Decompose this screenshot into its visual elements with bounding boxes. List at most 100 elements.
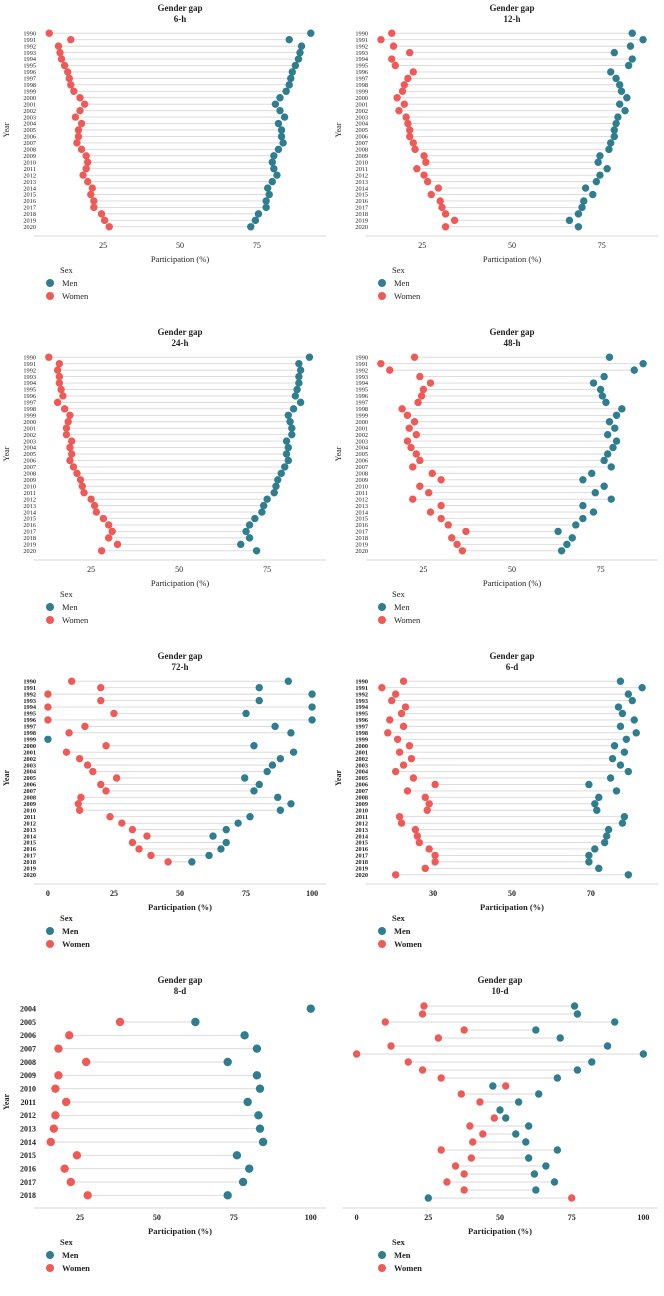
dot-men	[274, 145, 283, 154]
dot-men	[288, 68, 297, 76]
year-label: 2016	[355, 198, 368, 205]
dot-women	[453, 540, 461, 549]
year-label: 2007	[20, 1044, 36, 1053]
year-label: 2000	[23, 95, 36, 102]
legend-title: Sex	[60, 589, 73, 599]
dot-men	[612, 437, 621, 445]
dot-women	[409, 68, 417, 76]
year-label: 1992	[355, 367, 368, 374]
dot-men	[612, 119, 620, 128]
year-label: 2011	[356, 490, 368, 497]
year-label: 1995	[23, 63, 36, 70]
x-tick-label: 70	[587, 889, 595, 898]
dot-men	[608, 754, 617, 763]
chart-title: Gender gap	[157, 3, 202, 13]
legend-women-label: Women	[62, 615, 89, 625]
dot-men	[618, 709, 627, 718]
dot-men	[624, 61, 633, 70]
legend-item-men: Men	[46, 926, 90, 936]
dot-women	[65, 1031, 74, 1040]
year-label: 2007	[355, 140, 368, 147]
dot-women	[61, 1097, 71, 1107]
dot-men	[524, 1154, 533, 1162]
dot-women	[90, 203, 98, 212]
dot-women	[448, 534, 456, 542]
y-axis-label: Year	[334, 446, 343, 461]
year-label: 1990	[23, 30, 36, 37]
dot-women	[56, 48, 64, 57]
dot-men	[263, 184, 272, 192]
legend-men-label: Men	[62, 601, 78, 612]
dot-women	[399, 761, 408, 769]
year-label: 2012	[355, 172, 368, 179]
dot-men	[296, 48, 304, 57]
year-label: 2020	[23, 872, 36, 879]
year-label: 2004	[23, 769, 36, 776]
dot-women	[476, 1098, 484, 1106]
men-swatch-icon	[46, 602, 54, 611]
x-axis-label: Participation (%)	[480, 902, 544, 912]
dot-men	[554, 527, 562, 536]
legend-women-label: Women	[394, 615, 421, 625]
x-tick-label: 50	[508, 241, 516, 250]
dot-women	[444, 521, 452, 529]
year-label: 1997	[355, 76, 368, 83]
x-tick-label: 75	[598, 241, 606, 250]
dot-men	[616, 722, 625, 731]
year-label: 1990	[355, 678, 368, 685]
x-tick-label: 0	[46, 889, 50, 898]
dot-women	[415, 838, 424, 847]
dot-men	[258, 508, 266, 516]
dot-men	[620, 813, 629, 821]
dot-men	[532, 1026, 540, 1034]
dot-men	[268, 761, 277, 769]
dot-men	[281, 463, 289, 471]
year-label: 2003	[23, 438, 36, 445]
year-label: 2015	[355, 840, 368, 847]
dot-women	[437, 514, 445, 523]
dot-men	[610, 742, 619, 750]
year-label: 2005	[355, 127, 368, 134]
dot-women	[60, 405, 69, 413]
dot-men	[535, 1090, 543, 1098]
year-label: 2002	[23, 432, 36, 439]
chart-24-h: Gender gap 24-h Year 1990 1991 1992 1993 1994 19…	[0, 324, 332, 648]
dot-men	[514, 1098, 523, 1106]
dot-women	[104, 521, 113, 529]
dot-women	[108, 527, 116, 536]
year-label: 2015	[355, 516, 368, 523]
dot-men	[602, 398, 610, 407]
legend-title: Sex	[392, 589, 405, 599]
dot-men	[223, 1191, 232, 1200]
year-label: 2000	[23, 743, 36, 750]
dot-women	[423, 806, 431, 814]
year-label: 2009	[355, 153, 368, 160]
dot-women	[427, 190, 435, 199]
dot-women	[60, 61, 69, 70]
dot-men	[209, 832, 217, 840]
dot-women	[420, 152, 428, 160]
dot-women	[71, 113, 80, 121]
dot-men	[612, 74, 620, 83]
dot-women	[67, 81, 75, 89]
year-label: 2008	[20, 1058, 36, 1067]
dot-men	[305, 353, 314, 361]
chart-8-d: Gender gap 8-d Year 2004 2005 2006 2007 2008 200…	[0, 972, 332, 1296]
year-label: 1990	[355, 354, 368, 361]
dot-men	[602, 832, 611, 840]
dot-women	[81, 722, 89, 731]
dot-men	[616, 761, 625, 769]
dot-women	[419, 385, 428, 394]
legend-men-label: Men	[394, 277, 410, 288]
dot-women	[89, 767, 97, 776]
dot-men	[585, 851, 593, 860]
legend-women-label: Women	[62, 1263, 90, 1273]
legend-item-men: Men	[378, 277, 420, 288]
dot-women	[436, 197, 444, 205]
x-axis-label: Participation (%)	[483, 578, 541, 588]
year-label: 2012	[23, 496, 36, 503]
dot-men	[287, 74, 295, 83]
dot-men	[291, 392, 300, 400]
dot-women	[387, 1042, 395, 1050]
